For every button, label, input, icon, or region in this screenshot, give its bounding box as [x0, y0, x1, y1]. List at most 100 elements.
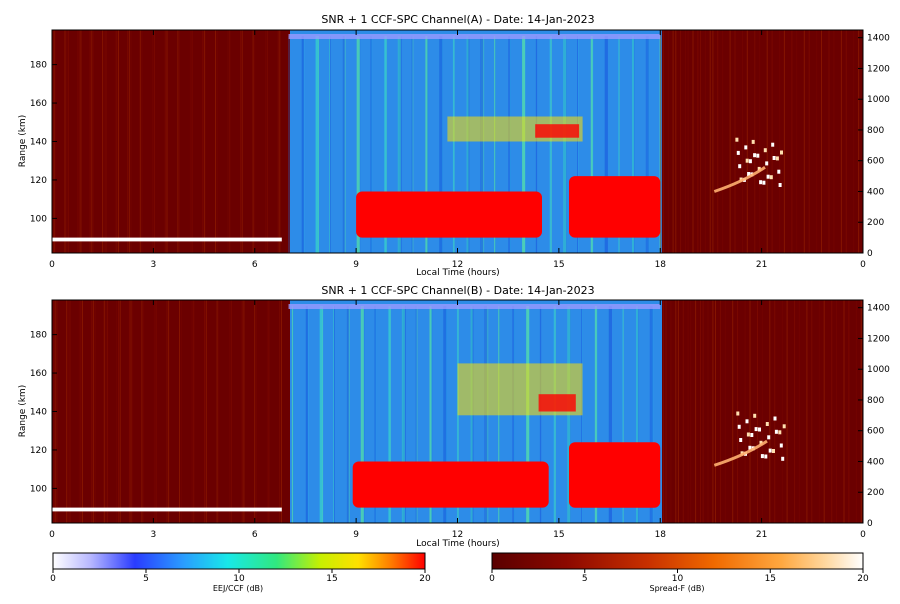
night-streak [204, 300, 206, 523]
plume-blob [759, 180, 763, 185]
night-streak [130, 30, 132, 253]
plume-tail [713, 439, 768, 467]
night-streak [845, 30, 847, 253]
night-streak [254, 30, 256, 253]
panel-b-xtick-5: 15 [553, 530, 564, 540]
plume-blob [759, 440, 763, 445]
colorbar-eej: 0 5 10 15 20 EEJ/CCF (dB) [50, 552, 431, 593]
night-streak [218, 300, 220, 523]
panel-a-title: SNR + 1 CCF-SPC Channel(A) - Date: 14-Ja… [321, 13, 594, 26]
plume-blob [737, 424, 741, 429]
plume-blob [765, 161, 769, 166]
panel-b-ylabel: Range (km) [18, 385, 28, 437]
night-streak [118, 300, 119, 523]
day-streak [305, 306, 308, 523]
day-streak [494, 36, 496, 253]
panel-b-rtick-1400: 1400 [867, 304, 890, 314]
plume-blob [748, 445, 752, 450]
night-streak [204, 30, 206, 253]
panel-b-rtick-1000: 1000 [867, 365, 890, 375]
night-streak [680, 30, 682, 253]
plume-blob [738, 164, 742, 169]
night-streak [786, 300, 788, 523]
panel-b-xtick-0: 0 [49, 530, 55, 540]
night-streak [191, 300, 193, 523]
panel-b-xtick-1: 3 [151, 530, 157, 540]
night-streak [672, 30, 674, 253]
night-streak [742, 30, 743, 253]
panel-b-ytick-120: 120 [30, 446, 47, 456]
night-streak [67, 300, 69, 523]
night-streak [265, 30, 267, 253]
night-streak [828, 30, 830, 253]
day-streak [452, 36, 454, 253]
plume-blob [736, 150, 740, 155]
plume-blob [744, 145, 748, 150]
colorbar-spread-f-tick-15: 15 [765, 574, 776, 584]
night-streak [774, 300, 776, 523]
panel-a-xtick-5: 15 [553, 260, 564, 270]
panel-a-rtick-200: 200 [867, 218, 884, 228]
panel-b-rtick-200: 200 [867, 488, 884, 498]
colorbar-eej-tick-15: 15 [326, 574, 337, 584]
night-streak [119, 300, 121, 523]
night-streak [78, 300, 80, 523]
plume-blob [735, 137, 739, 142]
plume-blob [780, 150, 783, 155]
plume-blob [764, 454, 768, 459]
night-streak [729, 30, 731, 253]
night-streak [279, 300, 281, 523]
night-streak [216, 300, 218, 523]
night-streak [766, 30, 768, 253]
day-streak [397, 36, 401, 253]
panel-a-xtick-7: 21 [756, 260, 767, 270]
panel-b-xtick-2: 6 [252, 530, 258, 540]
plume-blob [760, 454, 764, 459]
day-streak [401, 306, 405, 523]
night-streak [240, 30, 242, 253]
panel-b: SNR + 1 CCF-SPC Channel(B) - Date: 14-Ja… [18, 284, 890, 549]
night-streak [700, 30, 701, 253]
colorbar-spread-f-tick-20: 20 [857, 574, 869, 584]
day-streak [301, 36, 304, 253]
night-streak [92, 30, 94, 253]
night-streak [67, 30, 69, 253]
night-streak [761, 300, 763, 523]
colorbar-spread-f-tick-5: 5 [582, 574, 588, 584]
day-streak [649, 306, 653, 523]
night-streak [227, 30, 229, 253]
night-streak [92, 300, 94, 523]
day-streak [425, 36, 428, 253]
night-streak [818, 300, 820, 523]
night-streak [152, 30, 154, 253]
night-streak [855, 300, 857, 523]
night-streak [166, 30, 168, 253]
night-streak [177, 30, 179, 253]
panel-b-xlabel: Local Time (hours) [416, 539, 499, 549]
plume-blob [779, 443, 783, 448]
panel-b-valley-echo-core [538, 394, 576, 412]
day-streak [388, 306, 391, 523]
night-streak [80, 300, 82, 523]
plume-blob [751, 139, 755, 144]
night-streak [823, 300, 825, 523]
plume-blob [753, 153, 757, 158]
night-streak [241, 300, 243, 523]
night-streak [64, 30, 66, 253]
day-streak [590, 36, 593, 253]
night-streak [771, 30, 773, 253]
night-streak [677, 300, 679, 523]
panel-a-xtick-8: 0 [860, 260, 866, 270]
day-streak [456, 306, 458, 523]
panel-a-xtick-3: 9 [353, 260, 359, 270]
day-streak [636, 306, 639, 523]
night-streak [229, 300, 231, 523]
panel-b-y-axis: 100 120 140 160 180 [30, 331, 57, 494]
panel-a-rtick-400: 400 [867, 188, 884, 198]
panel-b-spread-f-plume [713, 411, 786, 467]
plume-blob [778, 183, 782, 187]
night-streak [783, 30, 785, 253]
night-streak [80, 30, 82, 253]
night-streak [840, 30, 842, 253]
day-streak [429, 306, 432, 523]
